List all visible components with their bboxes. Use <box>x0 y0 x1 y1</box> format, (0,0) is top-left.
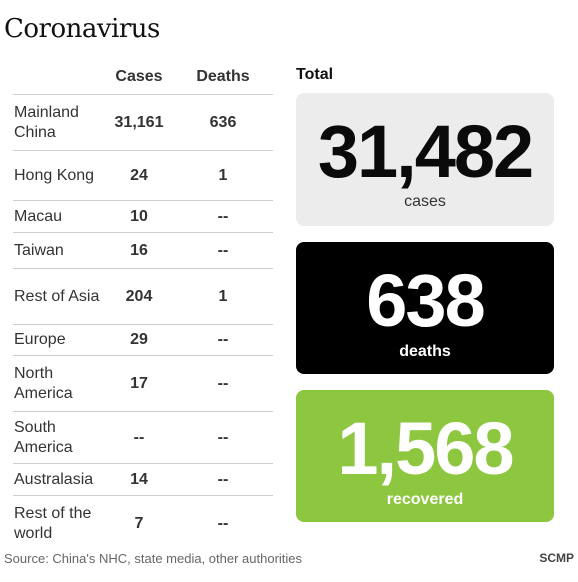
column-header-deaths: Deaths <box>196 68 250 85</box>
deaths-value: -- <box>217 428 229 446</box>
total-deaths-label: deaths <box>399 343 451 360</box>
region-name: Hong Kong <box>14 166 95 184</box>
cases-value: 17 <box>130 374 148 392</box>
deaths-value: -- <box>217 374 229 392</box>
cases-value: 7 <box>134 515 144 532</box>
cases-value: 14 <box>130 470 148 488</box>
cases-value: 10 <box>130 207 148 225</box>
brand-logo: SCMP <box>539 551 574 565</box>
table-row: South America -- -- <box>13 412 273 464</box>
table-row: Europe 29 -- <box>13 325 273 356</box>
region-name: Australasia <box>14 470 94 488</box>
table-row: Macau 10 -- <box>13 201 273 233</box>
cases-value: 16 <box>130 241 148 259</box>
table-row: Rest of the world 7 -- <box>13 496 273 552</box>
cases-value: 29 <box>130 331 148 348</box>
region-name: Mainland China <box>14 103 79 141</box>
region-name: Rest of the world <box>14 505 92 542</box>
table-row: Rest of Asia 204 1 <box>13 269 273 325</box>
column-header-cases: Cases <box>115 68 163 85</box>
cases-value: 24 <box>130 166 148 184</box>
cases-value: -- <box>133 428 145 446</box>
region-name: North America <box>14 364 73 402</box>
cases-table: Cases Deaths Mainland China 31,161 636 H… <box>13 64 273 552</box>
cases-value: 31,161 <box>114 113 164 131</box>
deaths-value: 636 <box>209 113 237 131</box>
deaths-value: 1 <box>218 166 228 184</box>
table-row: Hong Kong 24 1 <box>13 151 273 201</box>
totals-label: Total <box>296 66 334 83</box>
region-name: Macau <box>14 207 63 225</box>
table-row: Australasia 14 -- <box>13 464 273 496</box>
total-deaths-value: 638 <box>366 259 485 342</box>
total-recovered-card: 1,568 recovered <box>296 390 554 522</box>
region-name: Taiwan <box>14 241 64 259</box>
table-row: Taiwan 16 -- <box>13 233 273 269</box>
total-deaths-card: 638 deaths <box>296 242 554 374</box>
deaths-value: 1 <box>218 287 228 305</box>
deaths-value: -- <box>217 515 229 532</box>
total-cases-value: 31,482 <box>317 110 534 193</box>
total-recovered-value: 1,568 <box>337 407 514 490</box>
source-note: Source: China's NHC, state media, other … <box>4 551 303 566</box>
table-row: Mainland China 31,161 636 <box>13 95 273 151</box>
total-recovered-label: recovered <box>386 491 464 508</box>
cases-value: 204 <box>125 287 153 305</box>
deaths-value: -- <box>217 241 229 259</box>
region-name: Rest of Asia <box>14 287 100 305</box>
deaths-value: -- <box>217 470 229 488</box>
deaths-value: -- <box>217 207 229 225</box>
deaths-value: -- <box>217 331 229 348</box>
page-title: Coronavirus <box>4 14 160 44</box>
region-name: Europe <box>14 331 66 348</box>
total-cases-card: 31,482 cases <box>296 93 554 226</box>
region-name: South America <box>14 418 73 456</box>
table-header: Cases Deaths <box>13 64 273 95</box>
table-row: North America 17 -- <box>13 356 273 412</box>
total-cases-label: cases <box>404 193 446 210</box>
